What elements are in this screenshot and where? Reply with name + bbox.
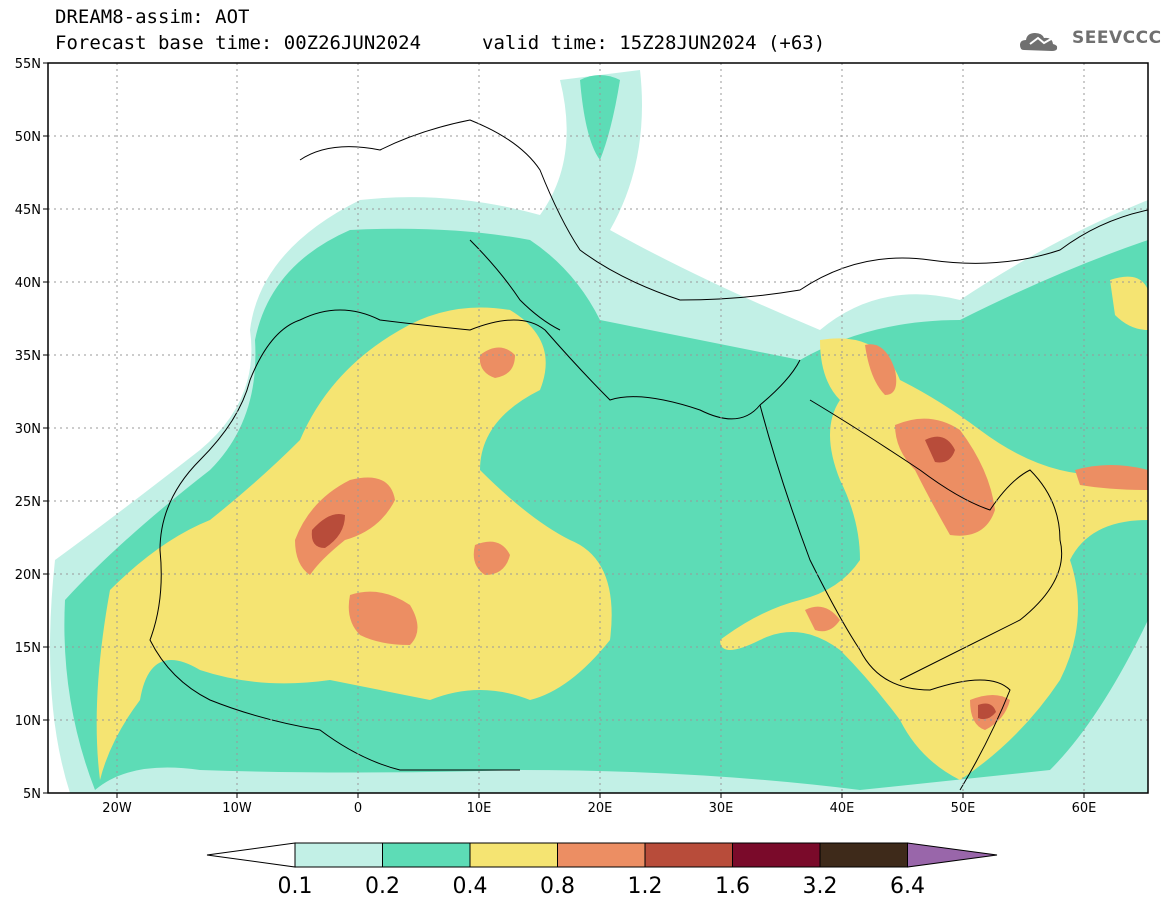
title-model: DREAM8-assim: AOT	[55, 6, 250, 28]
aot-band-0.8-sahara	[295, 477, 395, 575]
colorbar-label: 0.4	[453, 874, 488, 899]
aot-band-0.8-eritrea	[805, 606, 840, 632]
lon-label: 10W	[222, 801, 252, 816]
colorbar-upper-extension	[907, 842, 998, 868]
lon-label: 60E	[1072, 801, 1097, 816]
colorbar-label: 0.8	[540, 874, 575, 899]
lon-label: 20E	[588, 801, 613, 816]
lon-label: 30E	[709, 801, 734, 816]
lat-label: 20N	[15, 568, 41, 583]
lon-label: 10E	[467, 801, 492, 816]
colorbar-label: 3.2	[803, 874, 838, 899]
lat-label: 45N	[15, 203, 41, 218]
aot-band-1.2-somalia	[978, 703, 996, 720]
colorbar-box	[382, 842, 471, 868]
lat-label: 40N	[15, 276, 41, 291]
colorbar-box	[469, 842, 558, 868]
aot-band-1.2-sahara	[311, 514, 345, 548]
aot-band-0.8-niger	[473, 541, 510, 575]
cloud-logo-icon	[1020, 33, 1058, 51]
lon-label: 20W	[102, 801, 132, 816]
aot-band-0.8-iraq	[865, 344, 897, 395]
aot-band-0.8-tunisia	[479, 347, 515, 378]
title-base-time: Forecast base time: 00Z26JUN2024	[55, 32, 422, 54]
aot-band-0.4-arabia	[720, 338, 1148, 780]
colorbar-box	[294, 842, 383, 868]
aot-band-0.8-mali	[348, 591, 418, 645]
longitude-labels: 20W 10W 0 10E 20E 30E 40E 50E 60E	[102, 793, 1096, 816]
lat-label: 25N	[15, 495, 41, 510]
aot-fields	[50, 70, 1148, 793]
lat-label: 15N	[15, 641, 41, 656]
aot-band-0.4	[96, 307, 612, 780]
latitude-labels: 55N 50N 45N 40N 35N 30N 25N 20N 15N 10N 5N	[15, 57, 48, 802]
lat-label: 5N	[23, 787, 41, 802]
colorbar-box	[644, 842, 733, 868]
lat-label: 55N	[15, 57, 41, 72]
logo-text: SEEVCCC	[1072, 28, 1162, 48]
colorbar-label: 0.2	[365, 874, 400, 899]
aot-band-0.8-persia	[1075, 465, 1148, 490]
lon-label: 40E	[830, 801, 855, 816]
colorbar-box	[819, 842, 908, 868]
colorbar-label: 1.2	[628, 874, 663, 899]
colorbar-box	[732, 842, 821, 868]
coastlines	[149, 119, 1148, 791]
gridlines	[48, 63, 1148, 793]
aot-band-1.2-gulf	[925, 436, 955, 463]
lat-label: 35N	[15, 349, 41, 364]
aot-band-0.8-gulf	[895, 418, 995, 536]
aot-band-0.4-east	[1110, 276, 1148, 330]
colorbar-box	[557, 842, 646, 868]
lat-label: 10N	[15, 714, 41, 729]
lat-label: 30N	[15, 422, 41, 437]
lon-label: 50E	[951, 801, 976, 816]
title-valid-time: valid time: 15Z28JUN2024 (+63)	[482, 32, 826, 54]
lon-label: 0	[354, 801, 362, 816]
colorbar-label: 6.4	[890, 874, 925, 899]
colorbar-label: 0.1	[278, 874, 313, 899]
colorbar-lower-extension	[206, 842, 296, 868]
lat-label: 50N	[15, 130, 41, 145]
colorbar-label: 1.6	[715, 874, 750, 899]
